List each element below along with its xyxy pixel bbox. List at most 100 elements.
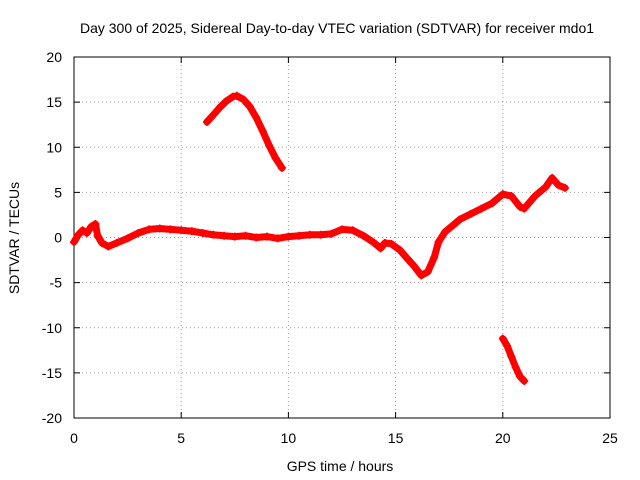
data-point-main-trace-30 <box>338 225 346 234</box>
data-point-main-trace-3 <box>82 228 91 237</box>
y-tick-label-3: -5 <box>50 275 63 291</box>
data-point-main-trace-39 <box>408 260 417 269</box>
data-point-main-trace-46 <box>455 215 464 224</box>
y-tick-label-0: -20 <box>42 410 62 426</box>
data-point-main-trace-32 <box>359 231 368 240</box>
x-tick-label-5: 25 <box>602 430 618 446</box>
data-point-main-trace-35 <box>380 238 389 247</box>
data-point-lower-segment-3 <box>511 363 520 372</box>
data-point-main-trace-26 <box>295 231 304 240</box>
data-point-main-trace-47 <box>466 210 475 219</box>
x-tick-label-2: 10 <box>281 430 297 446</box>
data-point-upper-arc-9 <box>258 127 267 136</box>
y-tick-label-7: 15 <box>46 94 62 110</box>
data-point-main-trace-9 <box>112 238 121 247</box>
tick-labels: 0 5 10 15 20 25 -20 -15 -10 -5 0 5 10 15 20 <box>42 49 618 446</box>
data-point-main-trace-28 <box>316 230 325 239</box>
data-point-main-trace-48 <box>477 204 486 213</box>
x-tick-label-1: 5 <box>177 430 185 446</box>
data-point-main-trace-12 <box>145 225 154 234</box>
data-point-main-trace-25 <box>284 232 293 241</box>
data-points <box>70 91 569 385</box>
chart-title: Day 300 of 2025, Sidereal Day-to-day VTE… <box>80 20 594 36</box>
data-point-main-trace-37 <box>395 246 404 255</box>
data-point-main-trace-21 <box>241 231 250 240</box>
data-point-upper-arc-11 <box>271 154 280 163</box>
data-point-main-trace-24 <box>273 234 282 243</box>
data-point-main-trace-4 <box>87 222 96 231</box>
data-point-main-trace-56 <box>548 173 557 182</box>
data-point-upper-arc-4 <box>228 92 237 101</box>
data-point-upper-arc-2 <box>215 103 224 112</box>
data-point-main-trace-42 <box>430 253 439 262</box>
data-point-main-trace-43 <box>434 238 443 247</box>
x-axis-label: GPS time / hours <box>287 458 394 474</box>
data-point-main-trace-5 <box>91 219 100 228</box>
data-point-main-trace-45 <box>447 222 456 231</box>
data-point-main-trace-57 <box>554 181 563 190</box>
y-tick-label-4: 0 <box>54 230 62 246</box>
data-point-main-trace-52 <box>515 202 524 211</box>
data-point-main-trace-31 <box>348 226 357 235</box>
data-point-lower-segment-1 <box>503 341 512 350</box>
data-point-main-trace-51 <box>507 191 516 200</box>
data-point-upper-arc-5 <box>232 91 241 100</box>
data-point-main-trace-33 <box>370 238 379 247</box>
data-point-main-trace-40 <box>417 271 426 280</box>
y-tick-label-2: -10 <box>42 320 62 336</box>
data-point-upper-arc-10 <box>265 141 274 150</box>
grid-lines <box>74 57 610 418</box>
data-point-lower-segment-5 <box>520 376 529 385</box>
data-point-main-trace-1 <box>74 230 83 239</box>
data-point-main-trace-6 <box>93 231 102 240</box>
data-point-main-trace-0 <box>70 238 78 247</box>
data-point-main-trace-55 <box>541 182 550 191</box>
data-point-main-trace-10 <box>123 234 132 243</box>
data-point-main-trace-14 <box>166 225 175 234</box>
data-point-main-trace-44 <box>440 228 449 237</box>
data-point-main-trace-22 <box>252 233 261 242</box>
data-point-upper-arc-0 <box>202 117 211 126</box>
data-point-upper-arc-3 <box>222 97 231 106</box>
x-tick-label-0: 0 <box>70 430 78 446</box>
y-axis-label: SDTVAR / TECUs <box>6 182 22 294</box>
data-point-main-trace-58 <box>560 183 569 192</box>
y-tick-label-6: 10 <box>46 139 62 155</box>
data-point-main-trace-16 <box>187 227 196 236</box>
data-point-main-trace-18 <box>209 230 218 239</box>
data-point-main-trace-34 <box>376 244 385 253</box>
data-point-lower-segment-0 <box>498 334 507 343</box>
data-point-upper-arc-1 <box>209 110 218 119</box>
data-point-main-trace-49 <box>488 199 497 208</box>
data-point-main-trace-54 <box>530 191 539 200</box>
data-point-main-trace-50 <box>498 190 507 199</box>
y-tick-label-8: 20 <box>46 49 62 65</box>
data-point-main-trace-27 <box>305 230 314 239</box>
y-tick-label-1: -15 <box>42 365 62 381</box>
data-point-main-trace-23 <box>262 232 271 241</box>
data-point-main-trace-7 <box>97 238 106 247</box>
x-tick-label-4: 20 <box>495 430 511 446</box>
data-point-upper-arc-7 <box>245 102 254 111</box>
data-point-main-trace-19 <box>220 231 229 240</box>
data-point-upper-arc-6 <box>239 95 248 104</box>
data-point-main-trace-11 <box>134 228 143 237</box>
data-point-main-trace-15 <box>177 226 186 235</box>
data-point-upper-arc-8 <box>252 113 261 122</box>
y-tick-label-5: 5 <box>54 184 62 200</box>
data-point-main-trace-17 <box>198 228 207 237</box>
data-point-lower-segment-2 <box>507 352 516 361</box>
data-point-main-trace-2 <box>78 226 87 235</box>
data-point-main-trace-38 <box>402 253 411 262</box>
x-tick-label-3: 15 <box>388 430 404 446</box>
data-point-main-trace-29 <box>327 229 336 238</box>
data-point-main-trace-13 <box>155 224 164 233</box>
data-point-main-trace-36 <box>387 239 396 248</box>
data-point-main-trace-41 <box>423 267 432 276</box>
data-point-main-trace-53 <box>520 204 529 213</box>
data-point-lower-segment-4 <box>515 372 524 381</box>
data-point-main-trace-20 <box>230 232 239 241</box>
